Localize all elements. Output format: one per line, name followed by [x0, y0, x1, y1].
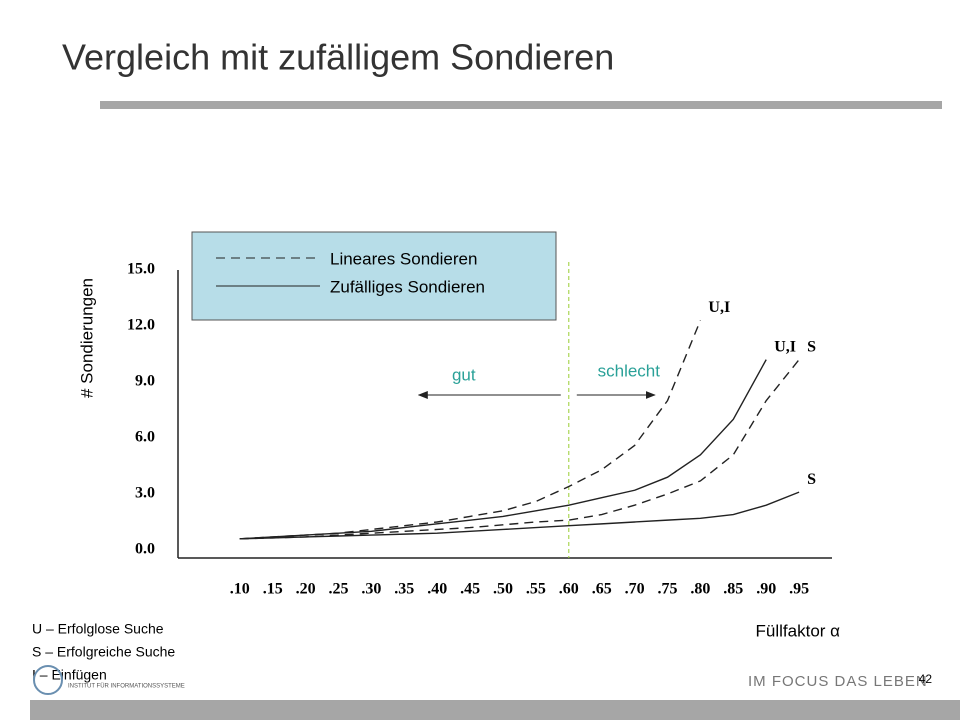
- x-tick-label: .40: [427, 581, 447, 598]
- x-tick-label: .25: [329, 581, 349, 598]
- curve-label: U,I: [774, 338, 796, 355]
- x-tick-label: .50: [493, 581, 513, 598]
- curve-label: S: [807, 471, 816, 488]
- y-tick-label: 9.0: [135, 373, 155, 390]
- institute: INSTITUT FÜR INFORMATIONSSYSTEME: [68, 683, 185, 690]
- legend-label: Lineares Sondieren: [330, 249, 477, 268]
- x-tick-label: .80: [690, 581, 710, 598]
- curve-label: S: [807, 338, 816, 355]
- logo: [33, 665, 63, 695]
- x-tick-label: .85: [723, 581, 743, 598]
- curve: [239, 359, 767, 540]
- legend-box: [191, 231, 557, 321]
- threshold-left-label: gut: [452, 365, 476, 384]
- note: U – Erfolglose Suche: [32, 621, 164, 637]
- y-tick-label: 15.0: [127, 261, 155, 278]
- threshold-right-label: schlecht: [598, 361, 661, 380]
- x-tick-label: .90: [756, 581, 776, 598]
- y-tick-label: 12.0: [127, 317, 155, 334]
- x-tick-label: .15: [263, 581, 283, 598]
- x-tick-label: .65: [592, 581, 612, 598]
- slogan: IM FOCUS DAS LEBEN: [748, 673, 928, 690]
- y-axis-label: # Sondierungen: [77, 278, 96, 398]
- y-tick-label: 6.0: [135, 429, 155, 446]
- page-number: 42: [919, 672, 933, 686]
- note: S – Erfolgreiche Suche: [32, 644, 175, 660]
- x-axis-label: Füllfaktor α: [756, 621, 841, 640]
- curve: [239, 491, 800, 540]
- x-tick-label: .70: [625, 581, 645, 598]
- x-tick-label: .35: [394, 581, 414, 598]
- curve: [239, 359, 800, 540]
- title-rule: [100, 101, 942, 109]
- x-tick-label: .95: [789, 581, 809, 598]
- x-tick-label: .20: [296, 581, 316, 598]
- x-tick-label: .55: [526, 581, 546, 598]
- x-tick-label: .75: [658, 581, 678, 598]
- x-tick-label: .10: [230, 581, 250, 598]
- slide-title: Vergleich mit zufälligem Sondieren: [62, 37, 614, 78]
- x-tick-label: .45: [460, 581, 480, 598]
- footer-bar: [30, 700, 960, 720]
- y-tick-label: 0.0: [135, 541, 155, 558]
- y-tick-label: 3.0: [135, 485, 155, 502]
- curve-label: U,I: [708, 299, 730, 316]
- legend-label: Zufälliges Sondieren: [330, 277, 485, 296]
- x-tick-label: .60: [559, 581, 579, 598]
- note: I – Einfügen: [32, 667, 107, 683]
- x-tick-label: .30: [361, 581, 381, 598]
